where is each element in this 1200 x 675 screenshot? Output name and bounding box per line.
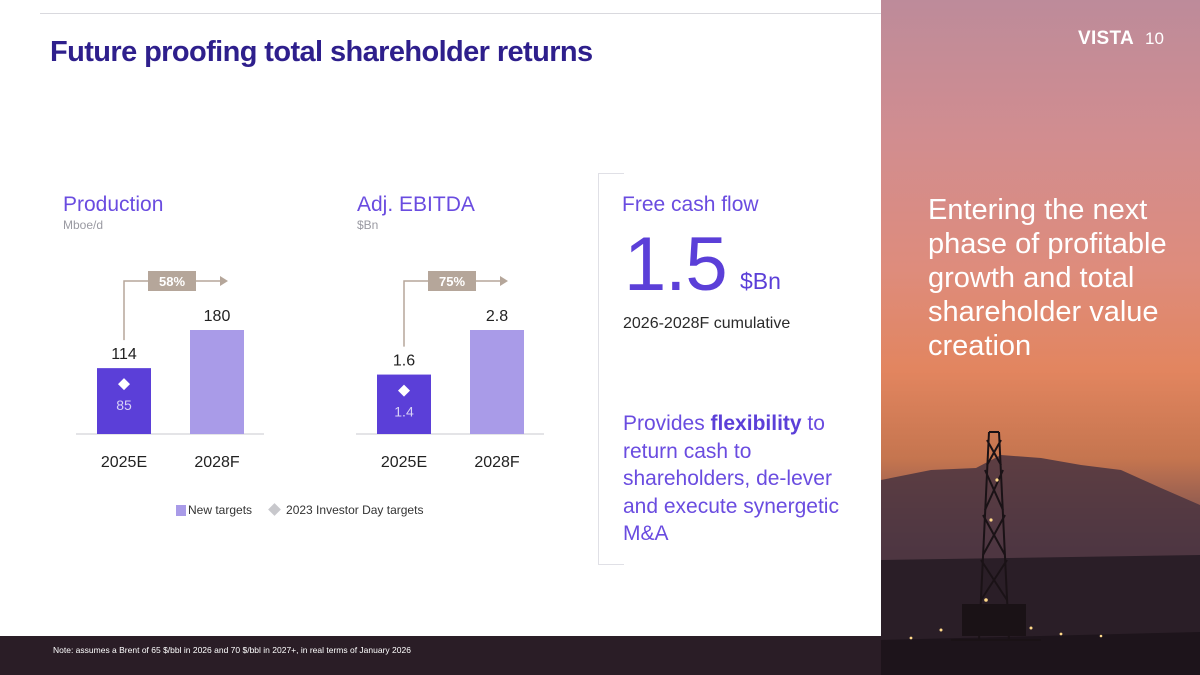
fcf-title: Free cash flow bbox=[622, 193, 759, 216]
page-number: 10 bbox=[1145, 29, 1164, 48]
growth-arrow-head bbox=[500, 276, 508, 286]
investor-day-value-label: 1.4 bbox=[394, 404, 414, 420]
growth-badge bbox=[428, 271, 476, 291]
diamond-marker bbox=[398, 384, 410, 397]
bar-value-label: 114 bbox=[111, 346, 137, 363]
bar-value-label: 2.8 bbox=[486, 308, 508, 325]
production-chart-unit: Mboe/d bbox=[63, 218, 104, 232]
ebitda-chart-title: Adj. EBITDA bbox=[357, 193, 475, 216]
fcf-subtitle: 2026-2028F cumulative bbox=[623, 315, 791, 332]
side-headline: Entering the next phase of profitable gr… bbox=[928, 194, 1167, 362]
fcf-bracket bbox=[598, 173, 624, 565]
legend-label-new-targets: New targets bbox=[188, 503, 253, 517]
bar-2028F bbox=[470, 330, 524, 434]
footer-band bbox=[0, 636, 881, 675]
growth-arrow-head bbox=[220, 276, 228, 286]
fcf-text-bold: flexibility bbox=[710, 412, 802, 435]
fcf-text-post: to return cash to shareholders, de-lever… bbox=[623, 412, 839, 545]
growth-badge-label: 75% bbox=[439, 274, 465, 289]
chart-legend: New targets 2023 Investor Day targets bbox=[176, 503, 423, 517]
fcf-value: 1.5 bbox=[624, 222, 728, 307]
drilling-rig-photo bbox=[881, 0, 1200, 675]
growth-badge bbox=[148, 271, 196, 291]
top-divider bbox=[40, 13, 1160, 14]
bar-value-label: 1.6 bbox=[393, 353, 415, 370]
investor-day-value-label: 85 bbox=[116, 397, 132, 413]
bar-2028F bbox=[190, 330, 244, 434]
production-chart: 114 2025E 85 180 2028F 58% bbox=[76, 271, 264, 471]
legend-diamond-icon bbox=[268, 503, 281, 516]
bar-2025E bbox=[377, 374, 431, 434]
legend-label-investor-day: 2023 Investor Day targets bbox=[286, 503, 424, 517]
page-title: Future proofing total shareholder return… bbox=[50, 36, 593, 68]
ebitda-chart-unit: $Bn bbox=[357, 218, 379, 232]
ebitda-chart: 1.6 2025E 1.4 2.8 2028F 75% bbox=[356, 271, 544, 471]
brand-logo: VISTA bbox=[1078, 28, 1135, 49]
fcf-text-pre: Provides bbox=[623, 412, 711, 435]
category-label: 2025E bbox=[101, 454, 147, 471]
category-label: 2028F bbox=[194, 454, 240, 471]
footnote: Note: assumes a Brent of 65 $/bbl in 202… bbox=[53, 645, 411, 655]
diamond-marker bbox=[118, 378, 130, 391]
fcf-unit: $Bn bbox=[740, 268, 781, 294]
category-label: 2028F bbox=[474, 454, 520, 471]
fcf-description: Provides flexibility to return cash to s… bbox=[623, 410, 853, 548]
growth-badge-label: 58% bbox=[159, 274, 185, 289]
legend-swatch-new-targets bbox=[176, 505, 186, 516]
category-label: 2025E bbox=[381, 454, 427, 471]
production-chart-title: Production bbox=[63, 193, 164, 216]
bar-value-label: 180 bbox=[204, 308, 231, 325]
